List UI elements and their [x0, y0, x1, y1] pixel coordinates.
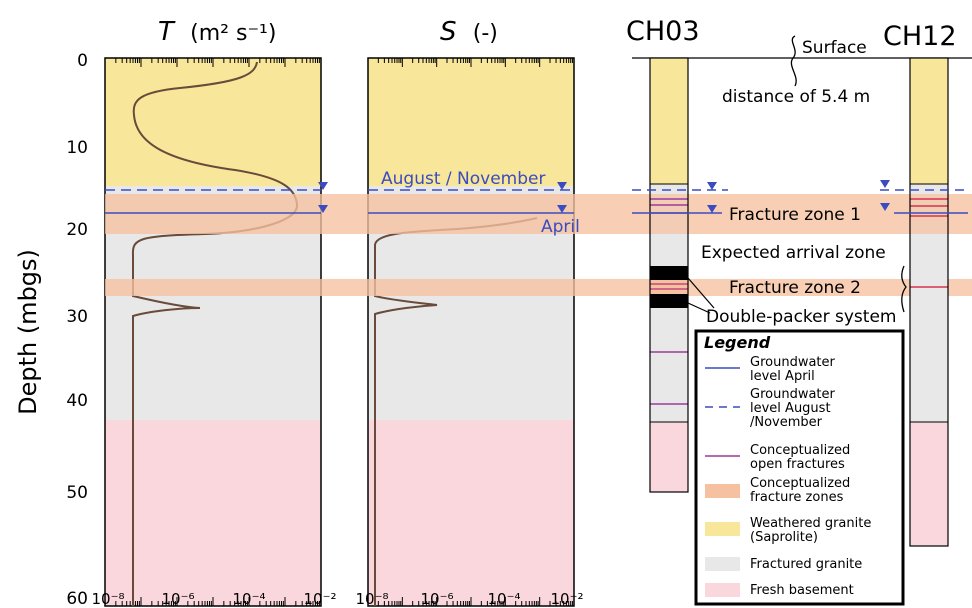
bh-gw-marker-ch03-august [707, 182, 717, 190]
fracture-zone-bands [105, 194, 972, 296]
ch03-borehole [649, 57, 689, 493]
y-tick-10: 10 [66, 138, 88, 158]
s-x-tick-1e-2: 10⁻² [550, 590, 583, 608]
ch03-weathered [650, 58, 688, 184]
panel-s [367, 57, 575, 607]
ch12-label: CH12 [883, 21, 957, 52]
ch03-packer-upper [650, 266, 688, 280]
legend-pink-patch [705, 583, 740, 597]
t-x-tick-1e-8: 10⁻⁸ [91, 590, 124, 608]
legend-fractured-text: Fractured granite [750, 557, 862, 572]
t-title-unit: (m² s⁻¹) [190, 21, 276, 46]
ch12-outline [909, 57, 949, 547]
s-title: S (-) [440, 17, 498, 47]
ch03-packer-interval [650, 280, 688, 294]
legend-open-fractures-line2: open fractures [750, 457, 845, 472]
bh-gw-marker-ch12-april [880, 203, 890, 211]
s-title-unit: (-) [473, 21, 498, 46]
s-title-symbol: S [440, 17, 457, 47]
y-axis: Depth (mbgs) 0 10 20 30 40 50 60 [14, 51, 88, 608]
surface-brace [790, 35, 797, 87]
gw-marker-s-august [557, 182, 567, 190]
ch03-outline [649, 57, 689, 493]
t-title-symbol: T [158, 17, 176, 47]
ch12-fz1-overlay [910, 194, 948, 234]
expected-arrival-label: Expected arrival zone [701, 243, 886, 263]
fracture-zone-2-label: Fracture zone 2 [729, 278, 861, 298]
legend: Legend Groundwater level April Groundwat… [694, 329, 905, 606]
y-axis-label: Depth (mbgs) [14, 249, 42, 415]
ch03-packer-lower [650, 294, 688, 308]
gw-marker-t-august [318, 182, 328, 190]
legend-gw-august-line1: Groundwater [750, 387, 836, 402]
legend-gw-april-line2: level April [750, 369, 815, 384]
legend-weathered-line2: (Saprolite) [750, 530, 818, 545]
t-fresh-layer [105, 420, 321, 606]
legend-orange-patch [705, 484, 740, 498]
legend-fracture-zones-text: Conceptualized fracture zones [750, 476, 854, 505]
ch12-borehole [909, 57, 949, 547]
fracture-zone-2-band [105, 279, 972, 296]
y-tick-40: 40 [66, 391, 88, 411]
fracture-zone-1-label: Fracture zone 1 [729, 205, 861, 225]
y-tick-0: 0 [77, 51, 88, 71]
double-packer-label: Double-packer system [706, 307, 896, 327]
gw-marker-t-april [318, 205, 328, 213]
t-x-tick-1e-4: 10⁻⁴ [232, 590, 265, 608]
t-x-tick-1e-2: 10⁻² [303, 590, 336, 608]
legend-gray-patch [705, 557, 740, 571]
s-x-tick-1e-4: 10⁻⁴ [487, 590, 520, 608]
august-november-label: August / November [381, 169, 545, 189]
distance-label: distance of 5.4 m [722, 87, 870, 107]
ch03-label: CH03 [626, 16, 700, 47]
packer-pointer-lower [687, 302, 711, 314]
surface-label: Surface [802, 38, 867, 58]
legend-fracture-zones-line2: fracture zones [750, 490, 844, 505]
t-weathered-layer [105, 58, 321, 186]
legend-weathered-line1: Weathered granite [750, 516, 871, 531]
ch12-fresh [910, 422, 948, 546]
legend-gw-april-line1: Groundwater [750, 355, 836, 370]
y-tick-30: 30 [66, 307, 88, 327]
ch03-fz1-overlay [650, 194, 688, 234]
groundwater-lines: August / November April [105, 169, 580, 237]
s-x-tick-1e-8: 10⁻⁸ [355, 590, 388, 608]
s-fresh-layer [368, 420, 574, 606]
t-title: T (m² s⁻¹) [158, 17, 276, 47]
t-x-ticks [104, 58, 320, 606]
expected-arrival-brace [901, 265, 907, 313]
fracture-zone-1-band [105, 194, 972, 234]
borehole-section: CH03 CH12 Surface distance of 5.4 m [626, 16, 972, 547]
x-axis-labels: 10⁻⁸ 10⁻⁶ 10⁻⁴ 10⁻² 10⁻⁸ 10⁻⁶ 10⁻⁴ 10⁻² [91, 590, 583, 608]
ch12-weathered [910, 58, 948, 184]
legend-gw-august-text: Groundwater level August /November [750, 387, 839, 430]
y-tick-60: 60 [66, 589, 88, 608]
gw-marker-s-april [557, 205, 567, 213]
bh-gw-marker-ch03-april [707, 205, 717, 213]
s-x-tick-1e-6: 10⁻⁶ [420, 590, 453, 608]
packer-pointer-upper [687, 277, 715, 309]
legend-open-fractures-text: Conceptualized open fractures [750, 443, 854, 472]
t-x-tick-1e-6: 10⁻⁶ [161, 590, 194, 608]
s-x-ticks [367, 58, 573, 606]
bh-gw-marker-ch12-august [880, 180, 890, 188]
legend-weathered-text: Weathered granite (Saprolite) [750, 516, 875, 545]
legend-gw-april-text: Groundwater level April [750, 355, 839, 384]
legend-open-fractures-line1: Conceptualized [750, 443, 850, 458]
ch03-fresh [650, 422, 688, 492]
s-weathered-layer [368, 58, 574, 186]
panel-t [104, 57, 322, 607]
y-tick-50: 50 [66, 483, 88, 503]
legend-title: Legend [704, 333, 771, 352]
april-label: April [541, 217, 580, 237]
legend-fracture-zones-line1: Conceptualized [750, 476, 850, 491]
legend-yellow-patch [705, 522, 740, 536]
legend-gw-august-line2: level August [750, 401, 831, 416]
panel-titles: T (m² s⁻¹) S (-) [158, 17, 498, 47]
legend-gw-august-line3: /November [750, 415, 823, 430]
y-tick-20: 20 [66, 220, 88, 240]
legend-fresh-text: Fresh basement [750, 583, 854, 598]
